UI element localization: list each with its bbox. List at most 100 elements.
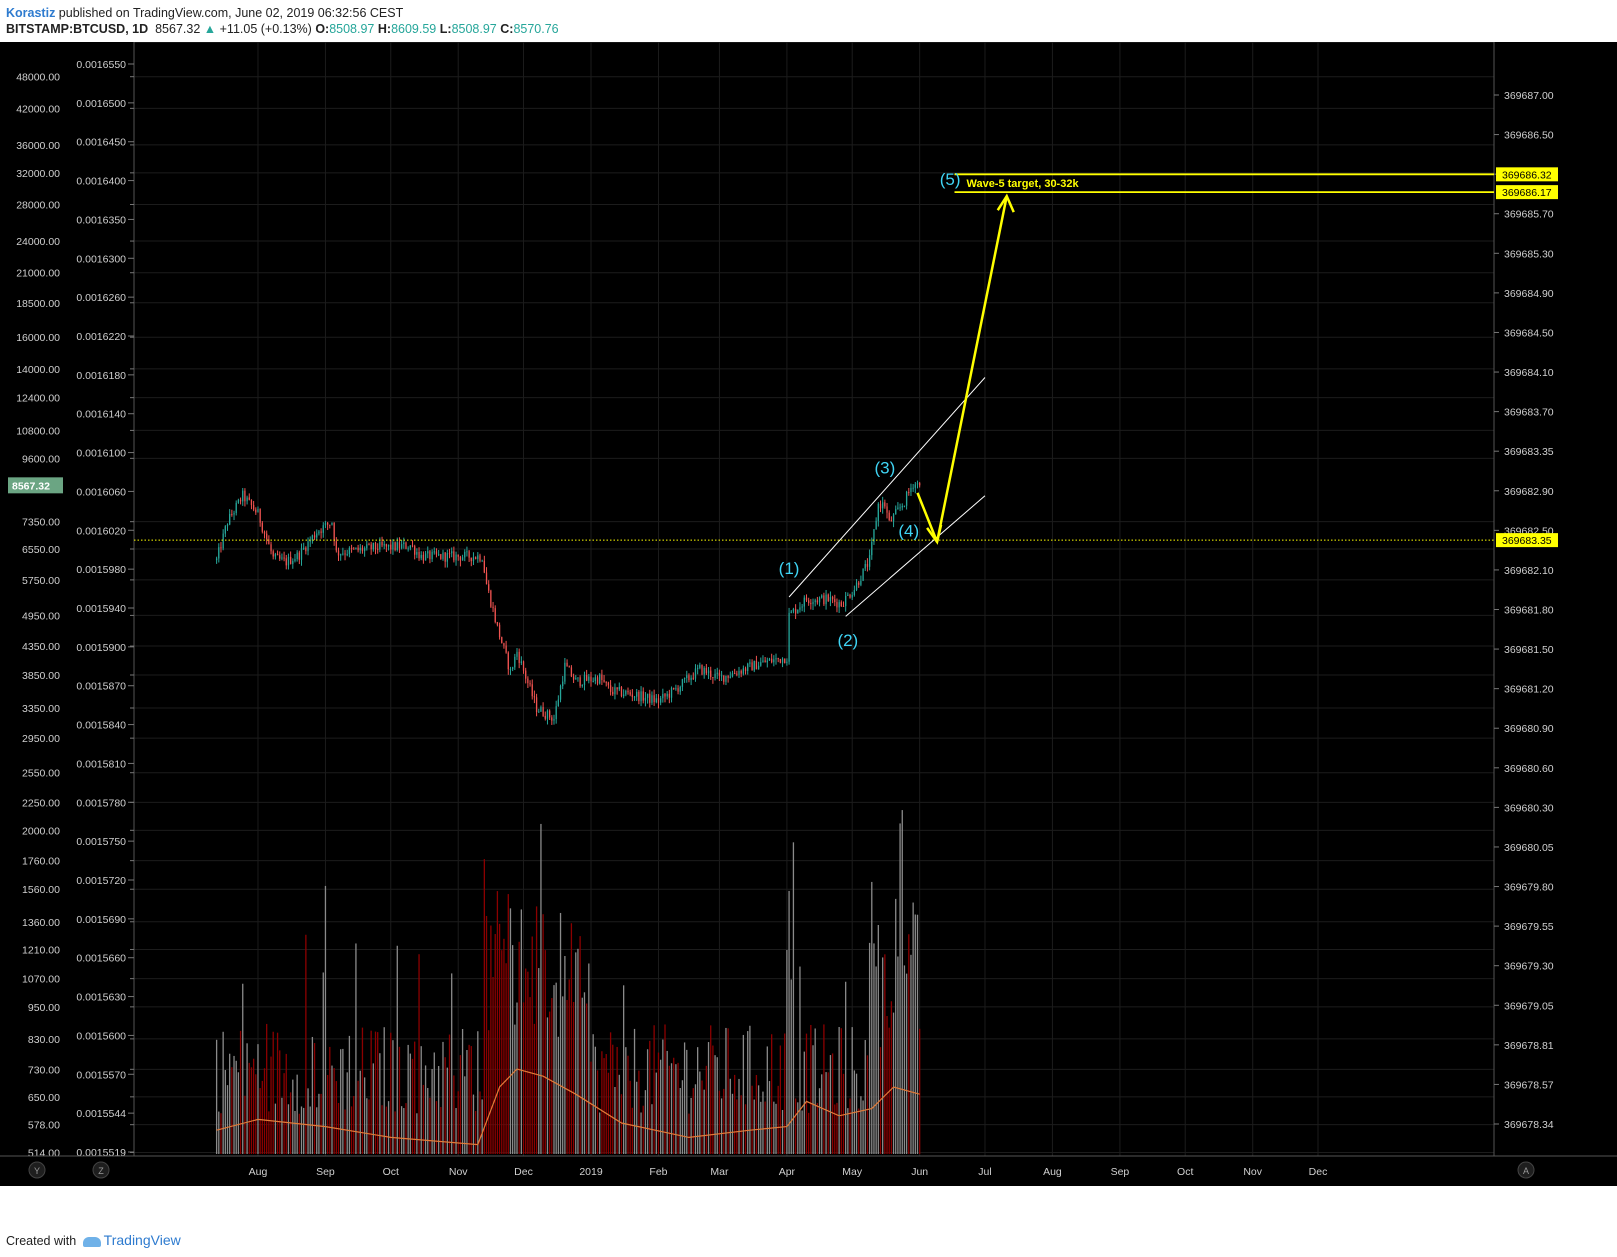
volume-bar (372, 1063, 374, 1154)
volume-bar (505, 963, 507, 1154)
tradingview-logo-icon (82, 1236, 101, 1247)
volume-bar (405, 1103, 407, 1154)
volume-bar (884, 954, 886, 1154)
left-axis-label: 28000.00 (16, 200, 60, 212)
volume-bar (533, 1023, 536, 1154)
candle-body (853, 589, 856, 595)
right-axis-label: 369680.30 (1504, 802, 1554, 814)
candle-body (405, 542, 407, 549)
right-axis-label: 369680.60 (1504, 763, 1554, 775)
time-axis[interactable]: Aug Sep Oct Nov Dec 2019 Feb Mar Apr May Jun Jul Aug… (0, 1155, 1617, 1186)
volume-bar (255, 1074, 257, 1154)
right-axis-badge (1496, 533, 1558, 548)
left-axis-label: 4350.00 (22, 641, 60, 653)
volume-bar (313, 1043, 316, 1154)
volume-bar (775, 1103, 777, 1154)
candle-body (416, 551, 418, 555)
volume-bar (723, 1088, 725, 1154)
candle-body (801, 606, 803, 608)
volume-bar (679, 1088, 681, 1154)
candle-body (442, 552, 444, 559)
left-axis-label: 9600.00 (22, 453, 60, 465)
left-axis-label: 7350.00 (22, 517, 60, 529)
candle-body (829, 597, 832, 602)
volume-bar (712, 1045, 714, 1154)
volume-bar (346, 1072, 348, 1154)
left-price-axis[interactable]: 48000.00 42000.00 36000.00 32000.00 28000.00… (8, 42, 135, 1160)
author-name[interactable]: Korastiz (6, 6, 56, 20)
y-axis-toggle-icon[interactable] (28, 1161, 46, 1179)
candle-body (544, 715, 546, 719)
inner-axis-label: 0.0015600 (76, 1030, 126, 1042)
inner-axis-label: 0.0016140 (76, 409, 126, 421)
volume-bar (659, 1059, 662, 1154)
candle-body (283, 557, 285, 559)
volume-bar (855, 1073, 858, 1154)
time-axis-label: Mar (710, 1166, 729, 1178)
volume-bar (629, 1080, 631, 1154)
candle-body (398, 542, 401, 549)
volume-bar (877, 925, 879, 1154)
candle-body (757, 665, 760, 670)
right-price-axis[interactable]: 369687.00369686.50369686.10369685.703696… (1493, 42, 1617, 1186)
volume-bar (457, 1091, 459, 1154)
candle-body (823, 595, 825, 605)
candle-body (814, 600, 816, 602)
candle-body (555, 706, 557, 720)
volume-bar (614, 1087, 616, 1154)
volume-bar (540, 823, 542, 1154)
right-axis-label: 369679.05 (1504, 1000, 1554, 1012)
candle-body (723, 675, 725, 682)
inner-axis-label: 0.0015780 (76, 797, 126, 809)
volume-bar (668, 1065, 671, 1154)
candle-body (525, 670, 527, 679)
volume-bar (579, 936, 581, 1154)
volume-bar (222, 1031, 224, 1154)
volume-bar (544, 950, 546, 1154)
symbol-info: BITSTAMP:BTCUSD, 1D 8567.32 ▲ +11.05 (+0… (6, 22, 559, 36)
volume-bar (596, 1070, 599, 1154)
candle-body (390, 544, 392, 550)
volume-bar (390, 1032, 392, 1154)
candle-body (912, 487, 914, 489)
volume-bar (261, 1080, 263, 1154)
candle-body (483, 560, 485, 573)
inner-axis-label: 0.0016220 (76, 331, 126, 343)
left-axis-label: 12400.00 (16, 393, 60, 405)
volume-bar (801, 1110, 803, 1154)
candle-body (244, 490, 246, 502)
zoom-toggle-icon[interactable] (92, 1161, 110, 1179)
volume-bar (466, 1050, 468, 1154)
candle-body (731, 673, 734, 677)
candle-body (868, 555, 871, 567)
volume-bar (326, 1075, 329, 1154)
candle-body (294, 559, 296, 562)
volume-bar (710, 1025, 712, 1154)
candle-body (718, 672, 721, 676)
tradingview-brand[interactable]: TradingView (103, 1232, 181, 1248)
left-axis-label: 1560.00 (22, 884, 60, 896)
price-chart[interactable]: 48000.00 42000.00 36000.00 32000.00 28000.00… (0, 42, 1617, 1186)
candle-body (218, 547, 220, 559)
auto-scale-icon[interactable] (1517, 1161, 1535, 1179)
footer: Created with TradingView (6, 1232, 181, 1248)
candle-body (725, 675, 727, 682)
candle-body (577, 677, 579, 679)
candle-body (744, 668, 747, 672)
candle-body (224, 526, 226, 534)
candle-body (377, 548, 379, 550)
volume-bar (916, 914, 919, 1154)
candle-body (701, 664, 703, 675)
volume-bar (599, 1112, 601, 1154)
volume-bar (520, 909, 523, 1154)
volume-bar (307, 1088, 309, 1154)
volume-bar (481, 1099, 483, 1154)
volume-bar (749, 1025, 751, 1154)
candle-body (640, 691, 642, 702)
candle-body (303, 547, 305, 549)
volume-bar (742, 1034, 745, 1154)
volume-bar (781, 1109, 784, 1154)
volume-bar (370, 1030, 372, 1154)
volume-bar (903, 965, 906, 1154)
volume-bar (433, 1052, 435, 1154)
